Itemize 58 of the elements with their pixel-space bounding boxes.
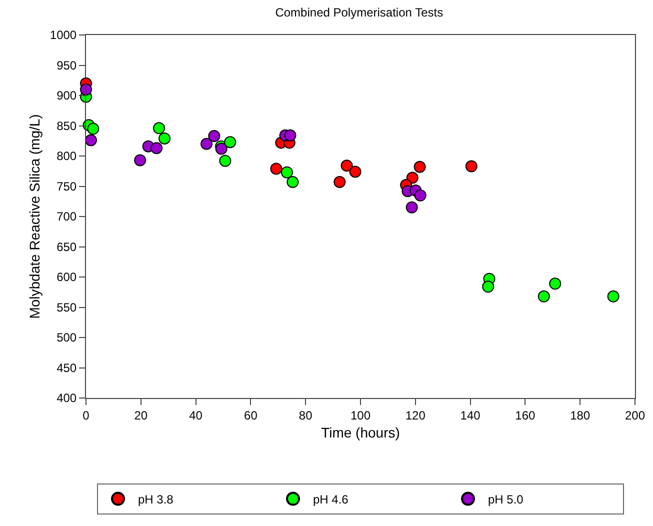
point bbox=[80, 83, 92, 96]
y-tick-label: 400 bbox=[56, 391, 77, 406]
point bbox=[549, 278, 562, 290]
point bbox=[406, 201, 418, 214]
point bbox=[286, 176, 299, 188]
legend-label: pH 4.6 bbox=[313, 492, 349, 506]
point bbox=[284, 129, 296, 142]
y-tick-label: 550 bbox=[56, 300, 77, 314]
legend-label: pH 3.8 bbox=[138, 492, 174, 506]
x-tick-label: 200 bbox=[624, 408, 646, 422]
point bbox=[158, 132, 171, 144]
x-tick-label: 40 bbox=[189, 408, 203, 422]
point bbox=[84, 134, 97, 146]
y-tick-label: 950 bbox=[56, 58, 77, 72]
point bbox=[334, 176, 346, 188]
x-axis-title: Time (hours) bbox=[321, 424, 400, 441]
chart-title: Combined Polymerisation Tests bbox=[275, 5, 444, 20]
point bbox=[219, 154, 232, 167]
point bbox=[87, 122, 100, 135]
point bbox=[215, 142, 228, 155]
y-tick-label: 1000 bbox=[50, 28, 77, 42]
point bbox=[134, 154, 146, 166]
point bbox=[406, 172, 418, 184]
y-tick-label: 800 bbox=[56, 149, 77, 164]
x-tick-label: 20 bbox=[134, 408, 148, 422]
y-tick-label: 900 bbox=[56, 88, 77, 103]
point bbox=[270, 162, 282, 175]
point bbox=[280, 166, 293, 178]
x-tick-label: 100 bbox=[350, 408, 371, 422]
x-tick-label: 0 bbox=[82, 408, 90, 422]
y-tick-label: 700 bbox=[56, 210, 77, 224]
point bbox=[153, 122, 166, 134]
point bbox=[465, 160, 478, 172]
y-tick-label: 500 bbox=[56, 330, 77, 345]
point bbox=[224, 136, 236, 148]
y-tick-label: 600 bbox=[56, 270, 77, 284]
point bbox=[607, 290, 620, 302]
y-tick-label: 650 bbox=[56, 240, 77, 254]
x-tick-label: 180 bbox=[570, 408, 590, 422]
point bbox=[208, 130, 220, 142]
point bbox=[538, 290, 550, 302]
x-tick-label: 80 bbox=[298, 408, 313, 422]
y-axis-title: Molybdate Reactive Silica (mg/L) bbox=[26, 114, 42, 319]
y-tick-label: 850 bbox=[56, 118, 77, 133]
x-tick-label: 140 bbox=[460, 408, 481, 422]
point bbox=[414, 189, 426, 202]
x-tick-label: 60 bbox=[244, 408, 258, 422]
x-tick-label: 160 bbox=[515, 408, 536, 422]
y-tick-label: 450 bbox=[56, 360, 77, 375]
point bbox=[200, 138, 213, 150]
point bbox=[482, 280, 494, 293]
point bbox=[414, 160, 426, 173]
x-tick-label: 120 bbox=[405, 408, 426, 422]
point bbox=[349, 166, 362, 178]
y-tick-label: 750 bbox=[56, 179, 77, 194]
legend-label: pH 5.0 bbox=[488, 492, 524, 506]
point bbox=[150, 142, 163, 154]
point bbox=[340, 160, 353, 172]
